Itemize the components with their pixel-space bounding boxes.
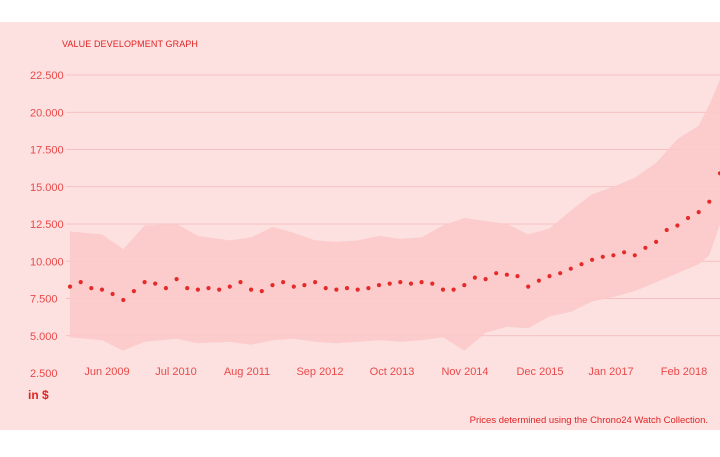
value-point: [323, 286, 328, 291]
value-point: [440, 287, 446, 292]
value-point: [611, 253, 616, 258]
value-point: [78, 280, 83, 285]
y-tick-label: 5.000: [30, 331, 58, 343]
value-point: [67, 284, 73, 289]
value-point: [600, 254, 605, 259]
value-point: [675, 223, 680, 228]
value-point: [654, 239, 659, 244]
value-point: [568, 266, 573, 271]
value-point: [99, 287, 105, 292]
value-point: [291, 284, 296, 289]
value-point: [622, 250, 627, 255]
value-point: [259, 289, 264, 294]
value-point: [376, 283, 382, 288]
x-tick-label: Feb 2018: [661, 366, 707, 378]
value-point: [536, 278, 542, 283]
x-tick-label: Nov 2014: [441, 366, 488, 378]
value-point: [664, 227, 669, 233]
value-point: [227, 284, 232, 289]
value-point: [419, 280, 424, 285]
y-tick-label: 15.000: [30, 182, 64, 194]
y-tick-label: 10.000: [30, 256, 64, 268]
value-point: [632, 253, 637, 258]
value-point: [195, 287, 200, 292]
value-point: [302, 283, 307, 288]
x-tick-label: Jan 2017: [588, 366, 633, 378]
value-point: [206, 286, 211, 291]
value-point: [408, 281, 414, 286]
value-point: [344, 286, 350, 291]
value-point: [281, 280, 286, 285]
value-point: [174, 277, 179, 282]
value-point: [110, 291, 115, 297]
value-point: [334, 287, 339, 292]
value-point: [504, 272, 509, 277]
value-point: [217, 287, 222, 292]
x-tick-label: Jul 2010: [155, 366, 197, 378]
x-tick-label: Sep 2012: [296, 366, 343, 378]
value-point: [366, 286, 371, 291]
value-point: [579, 262, 584, 267]
value-point: [89, 286, 94, 291]
value-point: [142, 280, 147, 285]
value-point: [685, 215, 691, 221]
price-range-band: [70, 79, 720, 351]
value-point: [707, 199, 712, 204]
value-point: [515, 274, 520, 279]
x-tick-label: Dec 2015: [516, 366, 563, 378]
data-source-footnote: Prices determined using the Chrono24 Wat…: [469, 415, 708, 426]
y-axis-unit-label: in $: [28, 388, 49, 402]
value-point: [717, 171, 720, 176]
value-point: [163, 286, 168, 291]
y-tick-label: 20.000: [30, 107, 64, 119]
x-tick-label: Oct 2013: [370, 366, 415, 378]
value-point: [238, 280, 243, 285]
value-point: [185, 286, 190, 291]
value-point: [547, 274, 552, 279]
y-tick-label: 7.500: [30, 294, 58, 306]
y-tick-label: 17.500: [30, 145, 64, 157]
value-point: [313, 280, 318, 285]
y-tick-label: 22.500: [30, 70, 64, 82]
value-point: [483, 277, 488, 282]
value-point: [526, 284, 531, 289]
value-point: [398, 280, 403, 285]
value-point: [355, 287, 360, 292]
value-point: [696, 210, 701, 215]
value-point: [451, 287, 456, 292]
value-point: [270, 283, 275, 288]
value-point: [462, 283, 467, 288]
y-tick-label: 12.500: [30, 219, 64, 231]
y-tick-label: 2.500: [30, 368, 58, 380]
value-point: [590, 257, 595, 262]
value-point: [249, 287, 254, 292]
value-point: [430, 281, 435, 286]
value-point: [131, 289, 136, 294]
value-point: [643, 245, 648, 250]
chart-title: VALUE DEVELOPMENT GRAPH: [62, 39, 199, 49]
value-point: [494, 271, 499, 276]
value-point: [558, 271, 563, 276]
x-tick-label: Aug 2011: [224, 366, 270, 378]
value-point: [153, 281, 158, 286]
value-point: [387, 281, 392, 286]
x-tick-label: Jun 2009: [84, 366, 129, 378]
value-point: [472, 275, 477, 280]
value-point: [121, 297, 126, 303]
